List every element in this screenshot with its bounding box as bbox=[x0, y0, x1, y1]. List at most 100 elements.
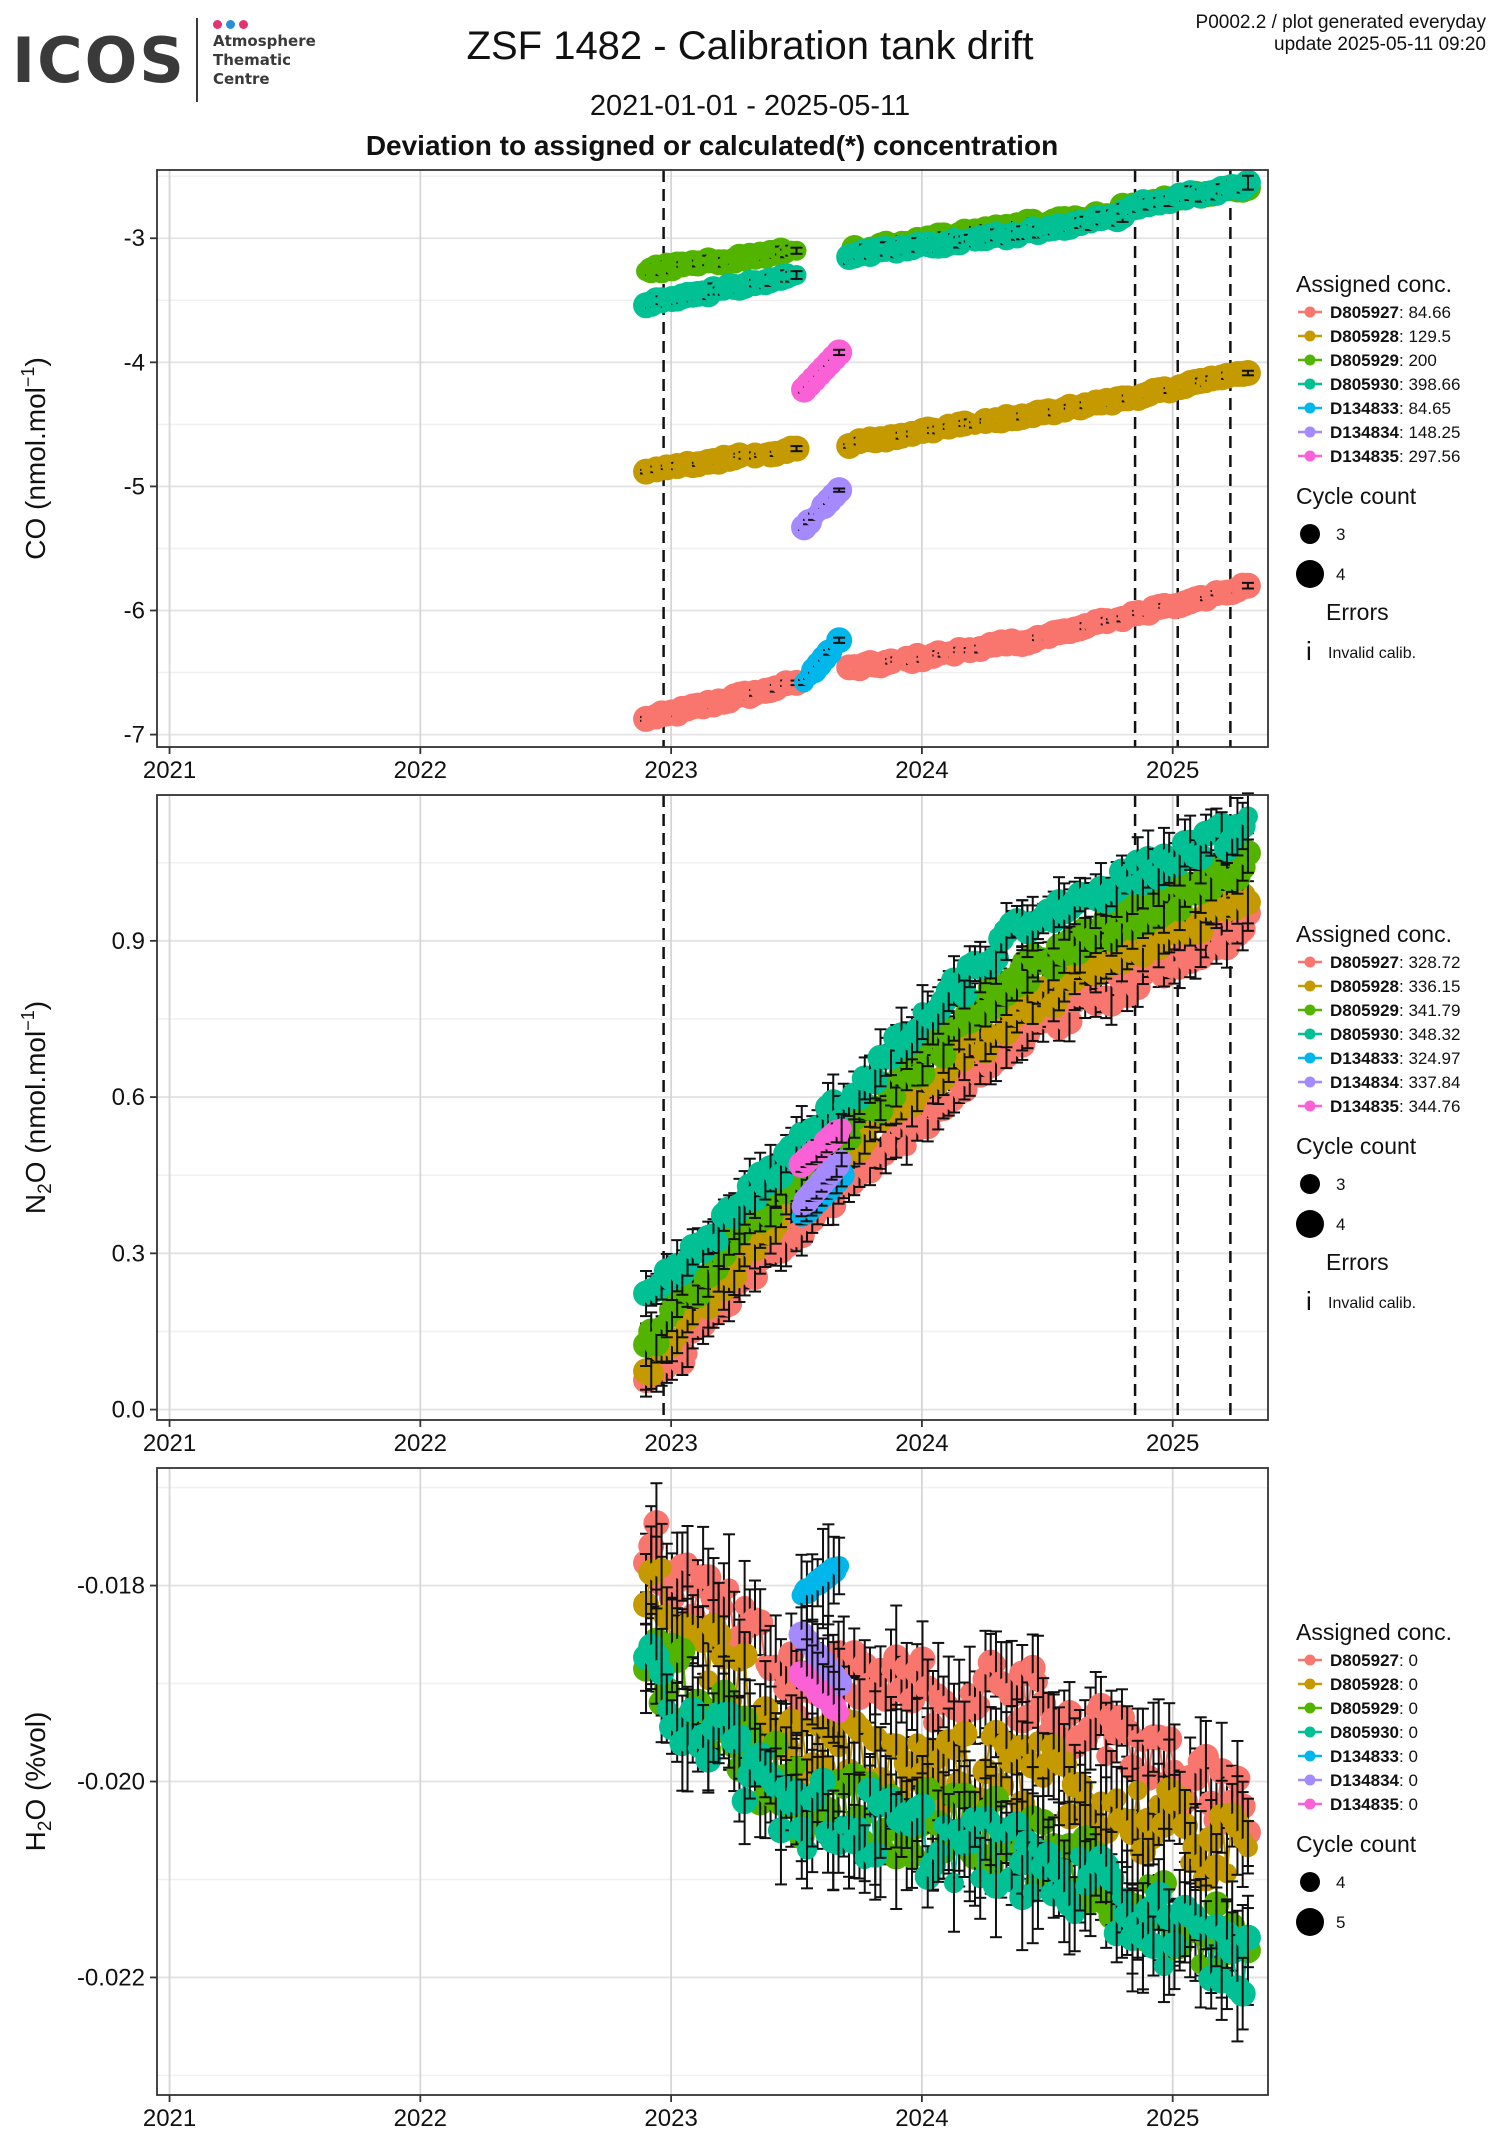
legend-entry: D805930: 398.66 bbox=[1330, 375, 1460, 394]
y-axis-title-mid: O (nmol.mol bbox=[20, 1031, 51, 1183]
legend-entry-id: D805928 bbox=[1330, 327, 1399, 346]
x-tick-label: 2024 bbox=[895, 757, 948, 784]
y-axis-title-main: CO (nmol.mol bbox=[20, 387, 51, 560]
chart-panel-co: -7 -6 -5 -4 -3 2021 2022 2023 2024 2025 CO (nmol.m… bbox=[18, 169, 1460, 784]
x-tick-label: 2022 bbox=[394, 1430, 447, 1457]
legend-swatch-dot bbox=[1304, 306, 1316, 318]
legend-swatch-dot bbox=[1304, 402, 1316, 414]
legend-entry: D805929: 341.79 bbox=[1330, 1001, 1460, 1020]
legend-entry: D805928: 129.5 bbox=[1330, 327, 1451, 346]
legend-entry: D805928: 336.15 bbox=[1330, 977, 1460, 996]
legend-entry: D134833: 84.65 bbox=[1330, 399, 1451, 418]
plot-id-text: P0002.2 / plot generated everyday bbox=[1195, 12, 1486, 33]
x-tick-label: 2021 bbox=[143, 757, 196, 784]
update-text: update 2025-05-11 09:20 bbox=[1274, 34, 1486, 55]
legend-entry: D134833: 324.97 bbox=[1330, 1049, 1460, 1068]
plot-border bbox=[156, 169, 1269, 748]
legend-entry-id: D134834 bbox=[1330, 423, 1400, 442]
legend-entry-value: : 129.5 bbox=[1399, 327, 1451, 346]
legend-entry: D134835: 297.56 bbox=[1330, 447, 1460, 466]
legend-entry-value: : 84.65 bbox=[1399, 399, 1451, 418]
legend-swatch-dot bbox=[1304, 330, 1316, 342]
legend-entry: D805930: 348.32 bbox=[1330, 1025, 1460, 1044]
legend-entry-value: : 200 bbox=[1399, 351, 1437, 370]
y-axis-title-sub: 2 bbox=[35, 1183, 56, 1194]
legend-entry-id: D134834 bbox=[1330, 1073, 1400, 1092]
legend-cycle-label: 4 bbox=[1336, 565, 1345, 584]
legend-entry-value: : 297.56 bbox=[1399, 447, 1460, 466]
legend-swatch-dot bbox=[1304, 1028, 1316, 1040]
logo-dots bbox=[213, 16, 252, 34]
legend-cycle-label: 4 bbox=[1336, 1215, 1345, 1234]
legend-entry-value: : 398.66 bbox=[1399, 375, 1460, 394]
logo-line-3: Centre bbox=[213, 70, 270, 88]
legend-entry-value: : 341.79 bbox=[1399, 1001, 1460, 1020]
legend-entry: D134835: 344.76 bbox=[1330, 1097, 1460, 1116]
y-tick-label: 0.3 bbox=[112, 1240, 145, 1267]
legend-entry-value: : 324.97 bbox=[1399, 1049, 1460, 1068]
legend-errors-glyph: i bbox=[1306, 636, 1312, 666]
legend-title-errors: Errors bbox=[1326, 599, 1389, 625]
logo-dot-3 bbox=[239, 20, 248, 29]
legend-entry: D805927: 328.72 bbox=[1330, 953, 1460, 972]
series-D134834 bbox=[791, 477, 853, 541]
icos-logo-wordmark: ICOS bbox=[12, 24, 186, 97]
legend-entry-id: D805927 bbox=[1330, 953, 1399, 972]
legend-swatch-dot bbox=[1304, 450, 1316, 462]
x-tick-label: 2024 bbox=[895, 1430, 948, 1457]
legend-cycle-label: 3 bbox=[1336, 525, 1345, 544]
plot-info: P0002.2 / plot generated everyday update… bbox=[1196, 12, 1486, 56]
x-tick-label: 2023 bbox=[644, 757, 697, 784]
legend-cycle-dot-small bbox=[1300, 1174, 1320, 1194]
legend-cycle-dot-small bbox=[1300, 524, 1320, 544]
legend-title-assigned: Assigned conc. bbox=[1296, 271, 1452, 297]
legend-entry-value: : 348.32 bbox=[1399, 1025, 1460, 1044]
y-axis-title-sup: −1 bbox=[18, 367, 38, 388]
y-tick-label: 0.6 bbox=[112, 1084, 145, 1111]
plot-heading: Deviation to assigned or calculated(*) c… bbox=[365, 130, 1059, 161]
series-D805930 bbox=[633, 169, 1261, 319]
header: ICOS Atmosphere Thematic Centre ZSF 1482… bbox=[0, 0, 1500, 165]
legend-swatch-dot bbox=[1304, 378, 1316, 390]
y-tick-label: -4 bbox=[124, 349, 145, 376]
series-D805927 bbox=[633, 572, 1261, 732]
logo-dot-2 bbox=[226, 20, 235, 29]
legend-entry: D134834: 148.25 bbox=[1330, 423, 1460, 442]
y-axis-title: CO (nmol.mol−1) bbox=[18, 357, 51, 560]
chart-panel-n2o: 0.0 0.3 0.6 0.9 2021 2022 2023 2024 2025 N2O (nmo… bbox=[18, 792, 1460, 1457]
legend-title-errors: Errors bbox=[1326, 1249, 1389, 1275]
legend-swatch-dot bbox=[1304, 1004, 1316, 1016]
legend-entry-id: D134833 bbox=[1330, 1049, 1399, 1068]
y-tick-label: 0.0 bbox=[112, 1397, 145, 1424]
legend-entry-value: : 328.72 bbox=[1399, 953, 1460, 972]
logo-dot-1 bbox=[213, 20, 222, 29]
y-tick-label: -6 bbox=[124, 598, 145, 625]
legend-entry: D134834: 337.84 bbox=[1330, 1073, 1460, 1092]
legend-swatch-dot bbox=[1304, 1052, 1316, 1064]
legend-entry-id: D805929 bbox=[1330, 1001, 1399, 1020]
legend-entry-value: : 344.76 bbox=[1399, 1097, 1460, 1116]
date-range-subtitle: 2021-01-01 - 2025-05-11 bbox=[589, 90, 911, 122]
series-D805930 bbox=[633, 792, 1258, 1318]
y-axis-title-main: N bbox=[20, 1194, 51, 1214]
plot-border bbox=[156, 794, 1269, 1421]
y-tick-label: -7 bbox=[124, 722, 145, 749]
legend-entry-id: D805928 bbox=[1330, 977, 1399, 996]
y-axis-title-sup: −1 bbox=[18, 1010, 38, 1031]
logo-separator bbox=[196, 18, 198, 102]
logo-line-1: Atmosphere bbox=[213, 32, 316, 50]
logo-line-2: Thematic bbox=[213, 51, 292, 69]
legend-entry-id: D134833 bbox=[1330, 399, 1399, 418]
legend-cycle-label: 3 bbox=[1336, 1175, 1345, 1194]
y-tick-label: -3 bbox=[124, 225, 145, 252]
legend-entry-id: D805929 bbox=[1330, 351, 1399, 370]
series-D134835 bbox=[791, 339, 853, 403]
legend-entry-value: : 337.84 bbox=[1399, 1073, 1460, 1092]
legend-entry-id: D805927 bbox=[1330, 303, 1399, 322]
legend-swatch-dot bbox=[1304, 426, 1316, 438]
legend-entry-id: D805930 bbox=[1330, 1025, 1399, 1044]
x-tick-label: 2025 bbox=[1146, 757, 1199, 784]
legend-swatch-dot bbox=[1304, 1100, 1316, 1112]
